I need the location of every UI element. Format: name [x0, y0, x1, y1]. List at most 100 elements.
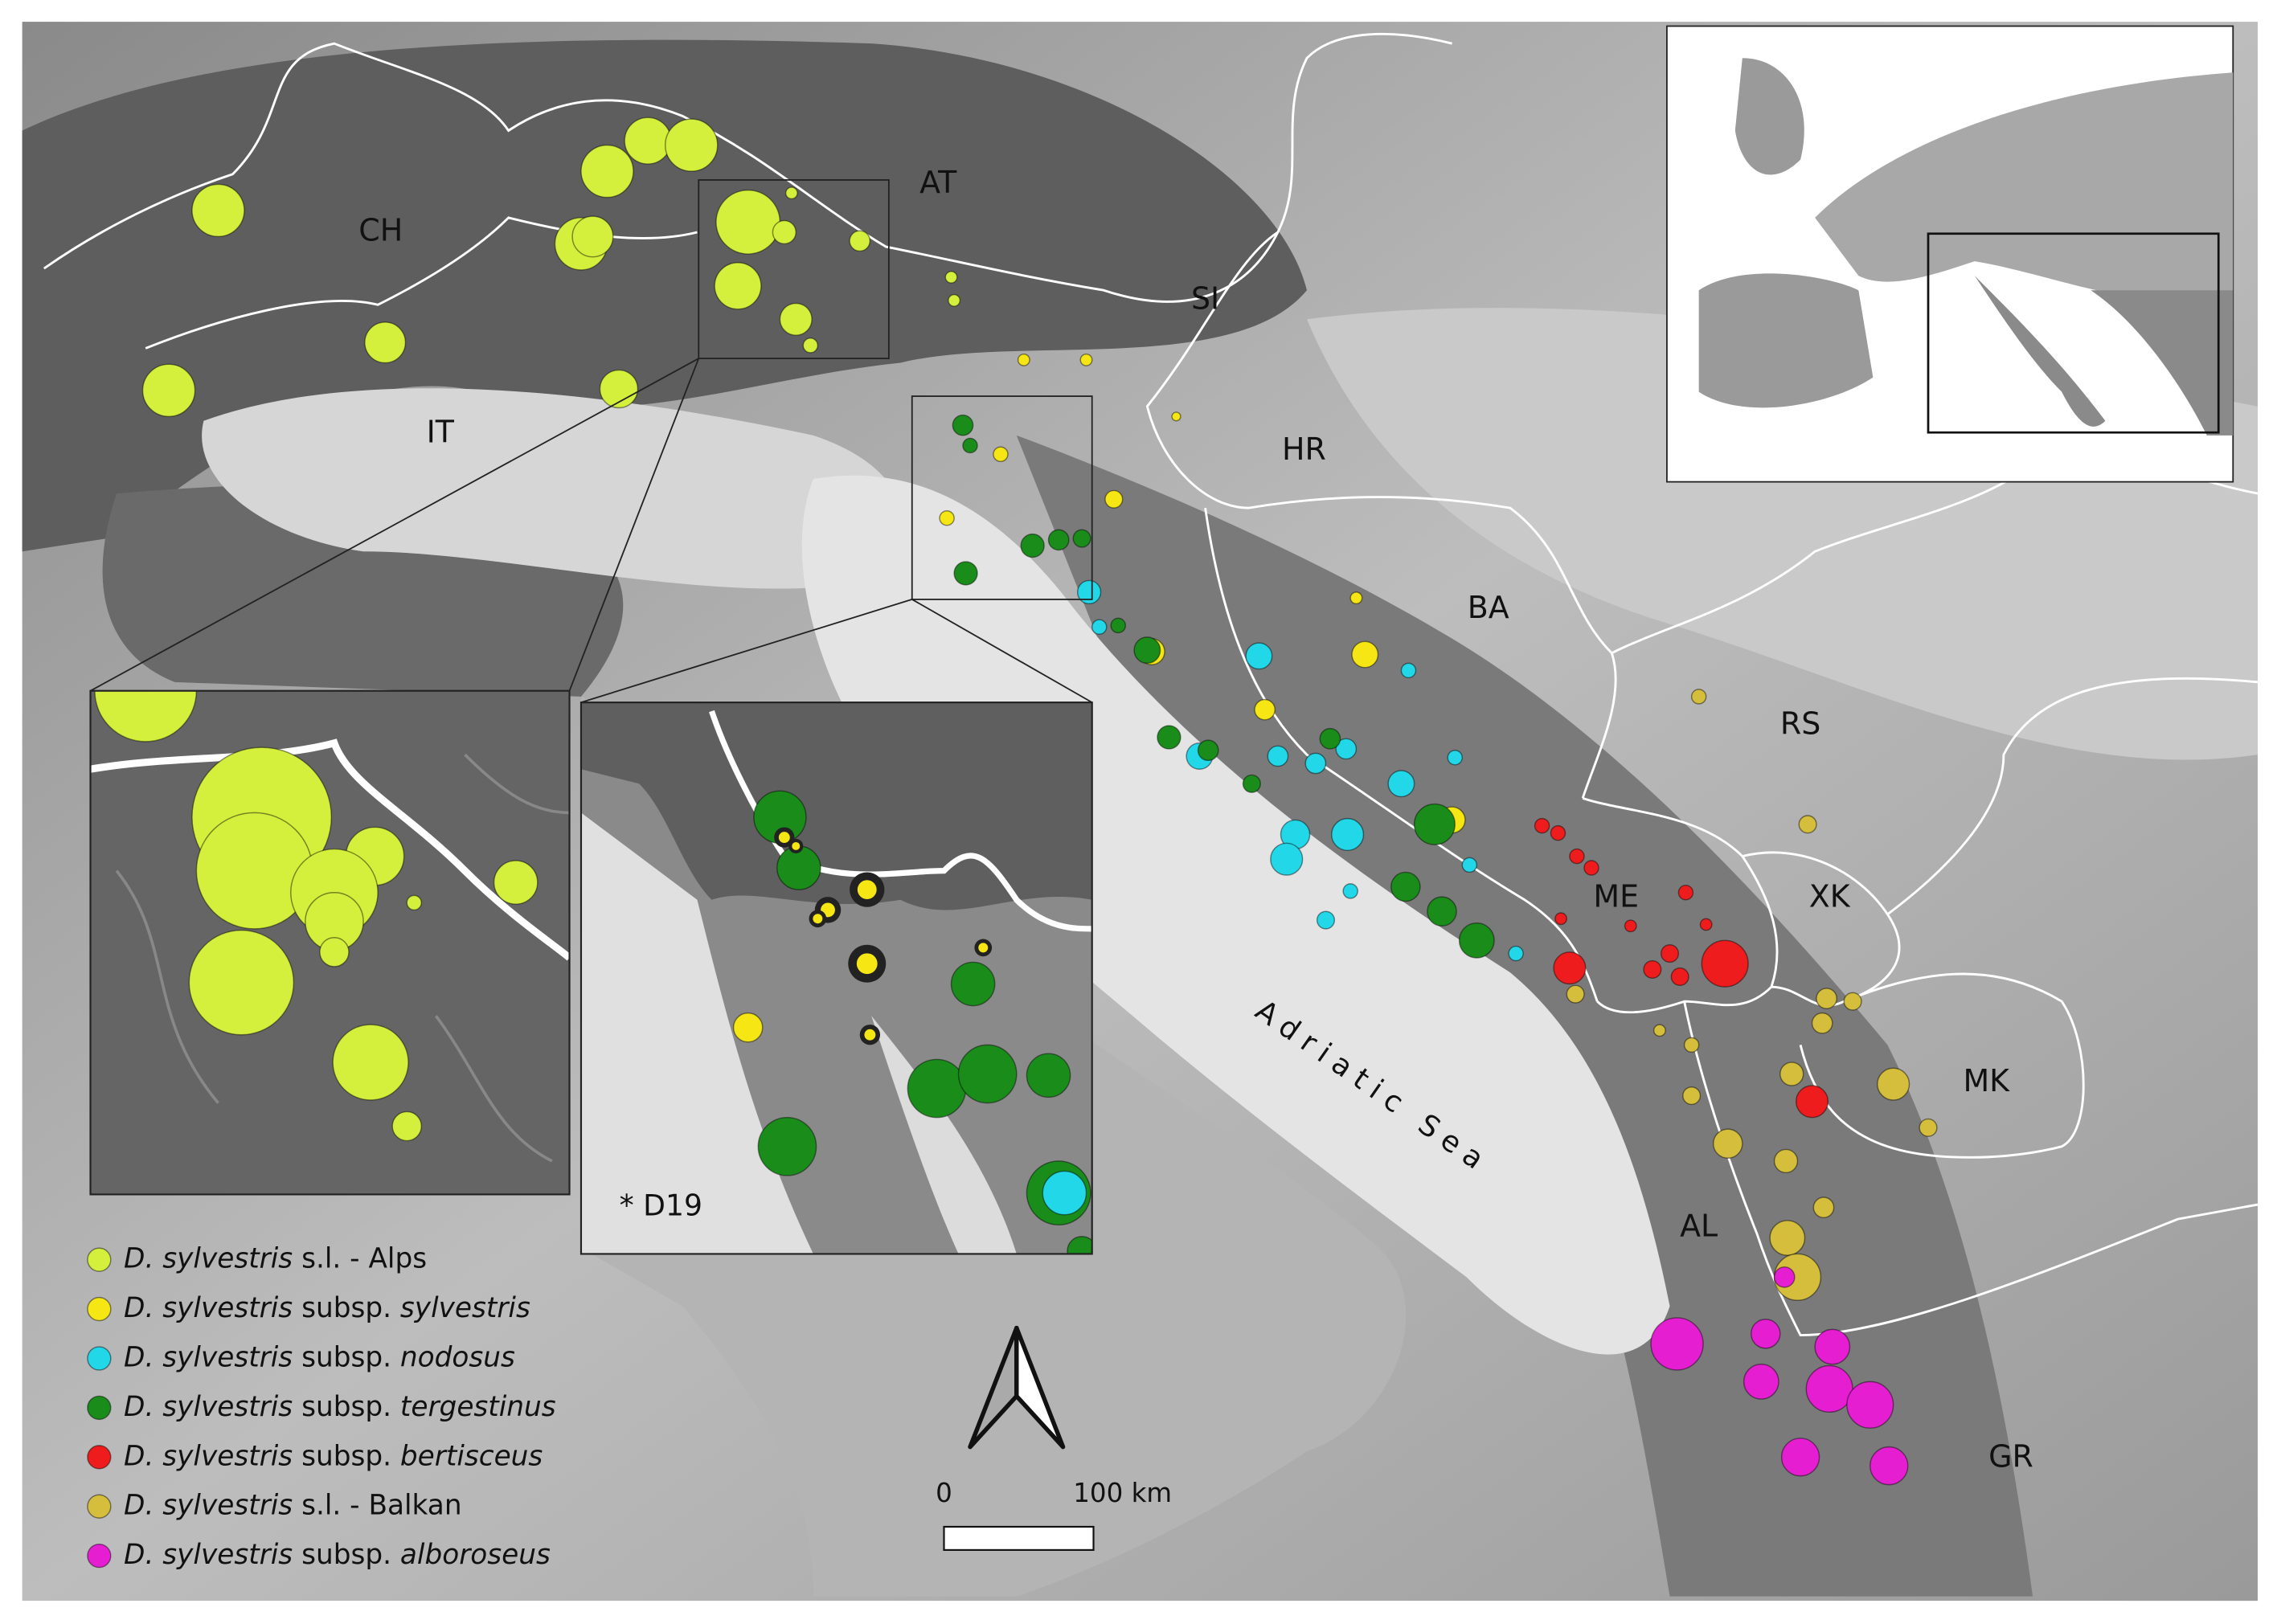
occurrence-point — [1042, 1170, 1087, 1216]
legend-text: subsp. — [301, 1539, 391, 1571]
occurrence-point — [1335, 738, 1358, 760]
occurrence-point — [1566, 984, 1585, 1004]
locator-inset — [1666, 25, 2234, 483]
legend-label: D. sylvestris subsp. tergestinus — [124, 1390, 556, 1422]
legend-epithet: alboroseus — [400, 1539, 551, 1571]
occurrence-point — [1330, 817, 1365, 852]
inset-frame-istria — [911, 395, 1093, 600]
occurrence-point — [1798, 815, 1817, 834]
country-label: GR — [1988, 1439, 2033, 1475]
legend-species: D. sylvestris — [124, 1341, 293, 1373]
occurrence-point — [962, 437, 978, 454]
occurrence-point — [191, 183, 245, 238]
occurrence-point — [1877, 1067, 1910, 1101]
occurrence-point — [1461, 857, 1478, 873]
occurrence-point — [1682, 1086, 1702, 1106]
legend-swatch — [87, 1395, 112, 1421]
occurrence-point — [1870, 1446, 1909, 1486]
legend-swatch — [87, 1543, 112, 1569]
d19-point-core — [864, 1029, 876, 1041]
occurrence-point — [1079, 353, 1093, 366]
occurrence-point — [1304, 752, 1327, 775]
occurrence-point — [1624, 919, 1637, 933]
occurrence-point — [1390, 871, 1421, 902]
occurrence-point — [1550, 824, 1566, 841]
occurrence-point — [944, 271, 958, 284]
connector — [580, 599, 913, 704]
inset-istria — [580, 702, 1092, 1254]
country-label: IT — [427, 415, 455, 450]
d19-point-core — [778, 832, 790, 844]
legend-swatch — [87, 1346, 112, 1371]
legend-text: s.l. - Alps — [301, 1242, 427, 1274]
occurrence-point — [1413, 803, 1456, 845]
occurrence-point — [1400, 662, 1417, 679]
legend-epithet: bertisceus — [400, 1440, 543, 1472]
occurrence-point — [1020, 533, 1045, 558]
occurrence-point — [1583, 860, 1599, 876]
legend-species: D. sylvestris — [124, 1242, 293, 1274]
occurrence-point — [1643, 959, 1662, 980]
occurrence-point — [571, 215, 614, 258]
country-label: BA — [1468, 590, 1509, 625]
country-label: RS — [1780, 706, 1820, 742]
occurrence-point — [141, 363, 196, 418]
occurrence-point — [1690, 689, 1707, 705]
occurrence-point — [1104, 489, 1124, 509]
alps — [22, 39, 1308, 552]
inset-frame-alps — [698, 179, 890, 360]
occurrence-point — [94, 690, 198, 742]
legend-text: s.l. - Balkan — [301, 1489, 461, 1521]
occurrence-point — [1846, 1381, 1894, 1429]
country-labels: CH AT SI IT HR BA RS ME XK MK AL GR — [358, 165, 2033, 1475]
connector — [90, 358, 699, 692]
occurrence-point — [714, 262, 762, 310]
occurrence-point — [1076, 579, 1102, 605]
occurrence-point — [1677, 884, 1694, 901]
occurrence-point — [580, 144, 634, 198]
legend-label: D. sylvestris s.l. - Alps — [124, 1242, 427, 1274]
country-label: XK — [1809, 878, 1851, 914]
occurrence-point — [1660, 944, 1680, 963]
occurrence-point — [952, 414, 974, 436]
occurrence-point — [1351, 640, 1379, 669]
occurrence-point — [1795, 1085, 1829, 1119]
country-label: ME — [1593, 878, 1639, 914]
occurrence-point — [715, 189, 781, 255]
d19-point-core — [978, 943, 989, 953]
occurrence-point — [1811, 1012, 1833, 1034]
occurrence-point — [493, 860, 539, 905]
occurrence-point — [1780, 1438, 1820, 1477]
occurrence-point — [779, 302, 813, 336]
occurrence-point — [1342, 883, 1358, 899]
occurrence-point — [1814, 1328, 1851, 1365]
legend-species: D. sylvestris — [124, 1292, 293, 1324]
occurrence-point — [784, 186, 798, 200]
inset-alps — [90, 690, 570, 1195]
occurrence-point — [1805, 1364, 1853, 1413]
occurrence-point — [364, 321, 407, 364]
legend-label: D. sylvestris subsp. bertisceus — [124, 1440, 543, 1472]
legend-species: D. sylvestris — [124, 1539, 293, 1571]
occurrence-point — [1683, 1037, 1700, 1053]
legend-epithet: nodosus — [400, 1341, 515, 1373]
country-label: CH — [358, 212, 403, 247]
country-label: AT — [919, 165, 957, 200]
occurrence-point — [1110, 617, 1126, 634]
occurrence-point — [1773, 1148, 1799, 1174]
inset-border — [579, 702, 1093, 1255]
po-valley — [202, 388, 902, 589]
occurrence-point — [1133, 636, 1161, 665]
occurrence-point — [802, 337, 819, 354]
d19-point-core — [856, 953, 878, 975]
occurrence-point — [1171, 411, 1182, 422]
occurrence-point — [1267, 745, 1289, 767]
occurrence-point — [1072, 529, 1091, 548]
occurrence-point — [1447, 750, 1463, 766]
legend-epithet: tergestinus — [400, 1390, 556, 1422]
occurrence-point — [1242, 774, 1261, 793]
occurrence-point — [624, 117, 672, 165]
